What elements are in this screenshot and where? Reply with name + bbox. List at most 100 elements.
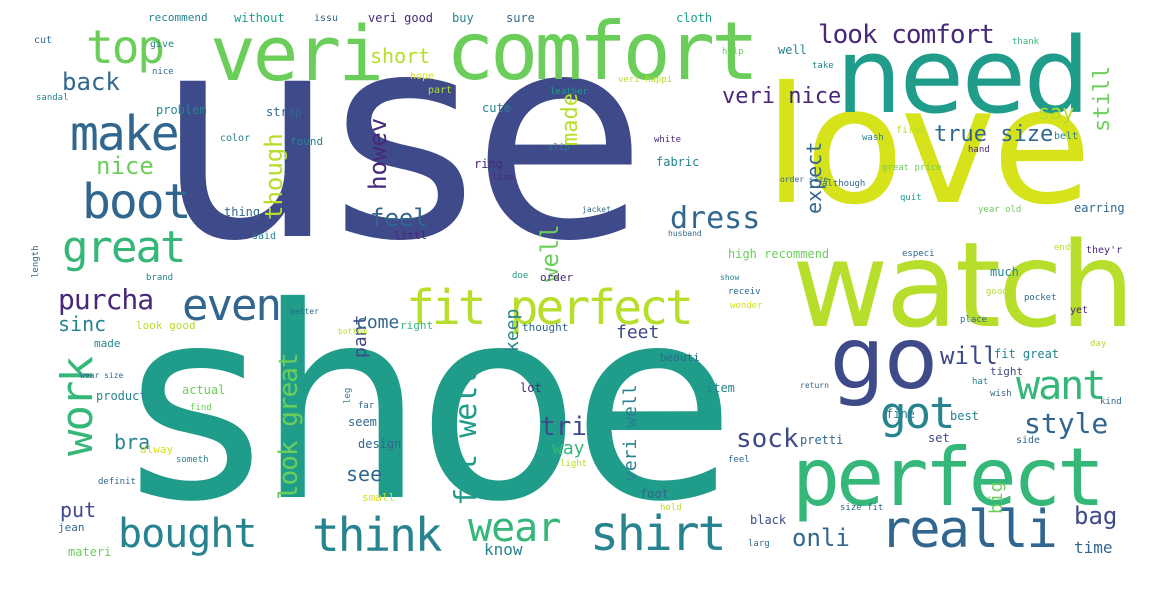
word-sure: sure (506, 11, 535, 25)
word-bought: bought (118, 511, 257, 557)
word-high-recommend: high recommend (728, 247, 830, 261)
word-comfort: comfort (446, 6, 759, 98)
word-show: show (720, 273, 740, 282)
word-tight: tight (990, 365, 1024, 378)
word-best: best (950, 409, 979, 423)
word-purcha: purcha (58, 283, 154, 316)
word-will: will (940, 342, 998, 370)
word-cute: cute (482, 101, 511, 115)
word-beauti: beauti (660, 351, 700, 364)
word-veri-well: veri well (620, 384, 641, 482)
word-white: white (654, 135, 682, 145)
word-length: length (31, 245, 41, 278)
word-better: better (290, 307, 319, 316)
word-hat: hat (972, 377, 989, 387)
word-style: style (1024, 407, 1109, 440)
word-still: still (1090, 65, 1115, 132)
word-hold: hold (660, 503, 682, 513)
word-without: without (234, 11, 285, 25)
word-definit: definit (98, 477, 136, 487)
word-small: small (362, 491, 396, 504)
word-veri-good: veri good (368, 11, 434, 25)
word-kind: kind (1100, 397, 1122, 407)
word-back: back (62, 68, 120, 96)
word-someth: someth (176, 455, 209, 465)
word-wear-size: wear size (80, 371, 124, 380)
word-realli: realli (880, 500, 1058, 560)
word-know: know (484, 540, 523, 559)
word-earring: earring (1074, 201, 1125, 215)
word-sock: sock (736, 424, 799, 454)
word-cloud: use shoe love need watch comfort veri pe… (22, 6, 1130, 560)
word-wish: wish (990, 389, 1012, 399)
word-great-price: great price (882, 163, 942, 173)
word-say: say (1038, 100, 1075, 124)
word-take: take (812, 61, 834, 71)
word-wear: wear (468, 505, 561, 551)
word-thank: thank (1012, 37, 1040, 47)
word-light: light (560, 459, 588, 469)
word-cut: cut (34, 35, 53, 46)
word-feet: feet (616, 322, 660, 343)
word-husband: husband (668, 229, 702, 238)
word-tri: tri (540, 412, 587, 442)
word-seem: seem (348, 415, 377, 429)
word-look-great: look great (274, 353, 304, 500)
word-said: said (252, 231, 277, 242)
word-veri: veri (210, 9, 384, 98)
word-leather: leather (550, 87, 588, 97)
word-dress: dress (670, 201, 761, 236)
word-come: come (356, 312, 400, 333)
word-use: use (156, 6, 647, 303)
word-lot: lot (520, 381, 542, 395)
word-well-small: well (778, 43, 807, 57)
word-sandal: sandal (36, 93, 69, 103)
word-true-size: true size (934, 122, 1054, 147)
word-actual: actual (182, 383, 226, 397)
word-fit-great: fit great (994, 347, 1060, 361)
word-thing: thing (224, 205, 261, 219)
word-leg: leg (343, 387, 353, 404)
word-nice-small: nice (152, 67, 174, 77)
word-give: give (150, 39, 175, 50)
word-materi: materi (68, 545, 112, 559)
word-pocket: pocket (1024, 293, 1057, 303)
word-veri-nice: veri nice (722, 84, 842, 109)
word-made-small: made (94, 337, 121, 350)
word-hand: hand (968, 145, 990, 155)
word-set: set (928, 431, 950, 445)
word-fine: fine (886, 407, 915, 421)
word-order: order (540, 271, 574, 284)
word-even: even (182, 280, 282, 331)
word-nice: nice (96, 152, 154, 180)
word-bra: bra (114, 430, 151, 454)
word-need: need (836, 15, 1090, 137)
word-product: product (96, 389, 147, 403)
word-part: part (428, 85, 453, 96)
word-find: find (190, 403, 212, 413)
word-perfect: perfect (792, 431, 1105, 524)
word-brand: brand (146, 273, 174, 283)
word-good: good (986, 287, 1008, 297)
word-make: make (70, 106, 180, 162)
word-got: got (880, 388, 955, 439)
word-pretti: pretti (800, 433, 844, 447)
word-put: put (60, 498, 97, 522)
word-cloth: cloth (676, 11, 713, 25)
word-return: return (800, 381, 829, 390)
word-boot: boot (82, 174, 192, 230)
word-though: though (260, 133, 288, 220)
word-wonder: wonder (730, 301, 763, 311)
word-time: time (1074, 538, 1113, 557)
word-big: big (986, 481, 1007, 514)
word-think: think (312, 508, 442, 560)
word-jacket: jacket (582, 205, 611, 214)
word-theyr: they'r (1086, 245, 1123, 256)
word-size-fit: size fit (840, 503, 884, 513)
word-look-good: look good (136, 319, 196, 332)
word-short: short (370, 44, 431, 68)
word-strap: strap (266, 105, 303, 119)
word-hope: hope (410, 71, 435, 82)
word-howev: howev (364, 117, 392, 190)
word-far: far (358, 401, 375, 411)
